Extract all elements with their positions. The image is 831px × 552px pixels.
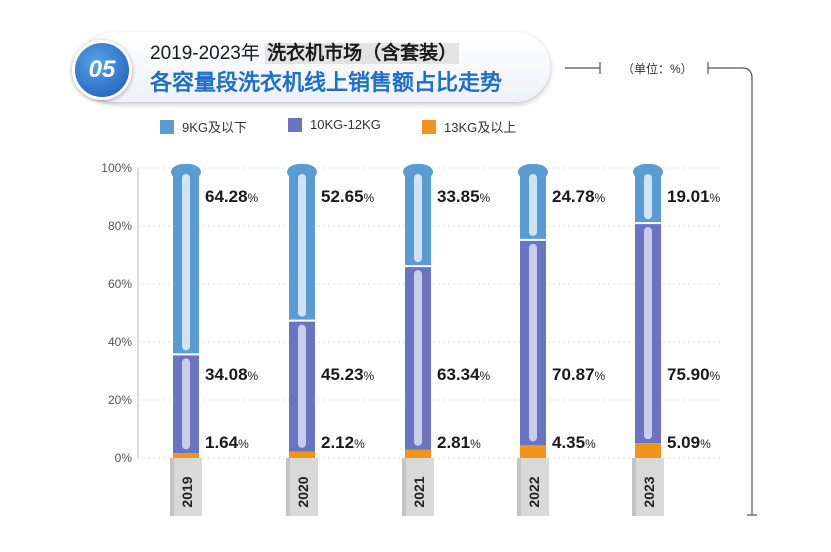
bar-segment-9kg-highlight [182,174,190,351]
data-label-13kg: 2.12% [321,433,365,452]
title-highlight: 洗衣机市场（含套装） [265,43,460,64]
data-label-13kg: 5.09% [667,433,711,452]
x-tick-label: 2021 [411,476,427,507]
data-label-10-12kg: 75.90% [667,365,721,384]
bar-base [402,458,434,516]
bar-segment-10-12kg-highlight [414,270,422,446]
x-tick-label: 2023 [641,476,657,507]
y-tick-label: 20% [108,393,132,407]
bar-segment-9kg-highlight [644,174,652,220]
unit-label: （单位：%） [622,62,693,76]
bar-segment-13kg [635,443,661,458]
bar-base-shade [517,458,521,516]
chart-subtitle: 各容量段洗衣机线上销售额占比走势 [150,70,503,95]
title-prefix: 2019-2023年 [150,43,266,64]
legend-swatch-9kg [160,119,174,134]
y-tick-label: 60% [108,277,132,291]
data-label-10-12kg: 34.08% [205,365,259,384]
legend-swatch-10-12kg [288,117,302,132]
bar-segment-9kg-highlight [414,174,422,263]
bar-base [632,458,664,516]
legend-swatch-13kg [422,119,436,134]
bar-base-shade [170,458,174,516]
legend-label-10-12kg: 10KG-12KG [310,117,381,132]
x-tick-label: 2020 [295,476,311,507]
bar-segment-10-12kg-highlight [644,227,652,440]
legend-label-9kg: 9KG及以下 [182,120,248,135]
data-label-9kg: 19.01% [667,187,721,206]
legend-item-9kg: 9KG及以下 [160,117,247,136]
legend-item-10-12kg: 10KG-12KG [288,117,381,132]
bar-base-shade [402,458,406,516]
chart-title: 2019-2023年 洗衣机市场（含套装） [150,38,460,65]
section-number-badge: 05 [72,40,132,100]
y-tick-label: 0% [115,451,133,465]
bar-segment-9kg-highlight [298,174,306,317]
bar-base [170,458,202,516]
bar-segment-9kg-highlight [529,174,537,236]
bar-segment-13kg [289,451,315,458]
bar-segment-10-12kg-highlight [529,243,537,442]
data-label-13kg: 1.64% [205,433,249,452]
data-label-10-12kg: 45.23% [321,365,375,384]
bar-segment-10-12kg-highlight [182,358,190,450]
bar-segment-13kg [173,453,199,458]
bar-segment-13kg [520,445,546,458]
x-tick-label: 2019 [179,476,195,507]
y-tick-label: 100% [101,161,132,175]
bar-segment-10-12kg-highlight [298,324,306,448]
bar-base-shade [632,458,636,516]
y-tick-label: 40% [108,335,132,349]
x-tick-label: 2022 [526,476,542,507]
bar-base-shade [286,458,290,516]
y-tick-label: 80% [108,219,132,233]
data-label-13kg: 4.35% [552,433,596,452]
legend-label-13kg: 13KG及以上 [444,120,517,135]
data-label-10-12kg: 63.34% [437,365,491,384]
bar-base [286,458,318,516]
data-label-9kg: 64.28% [205,187,259,206]
bar-segment-13kg [405,449,431,458]
bar-base [517,458,549,516]
legend-item-13kg: 13KG及以上 [422,117,516,136]
data-label-9kg: 24.78% [552,187,606,206]
data-label-13kg: 2.81% [437,433,481,452]
data-label-9kg: 33.85% [437,187,491,206]
data-label-9kg: 52.65% [321,187,375,206]
data-label-10-12kg: 70.87% [552,365,606,384]
